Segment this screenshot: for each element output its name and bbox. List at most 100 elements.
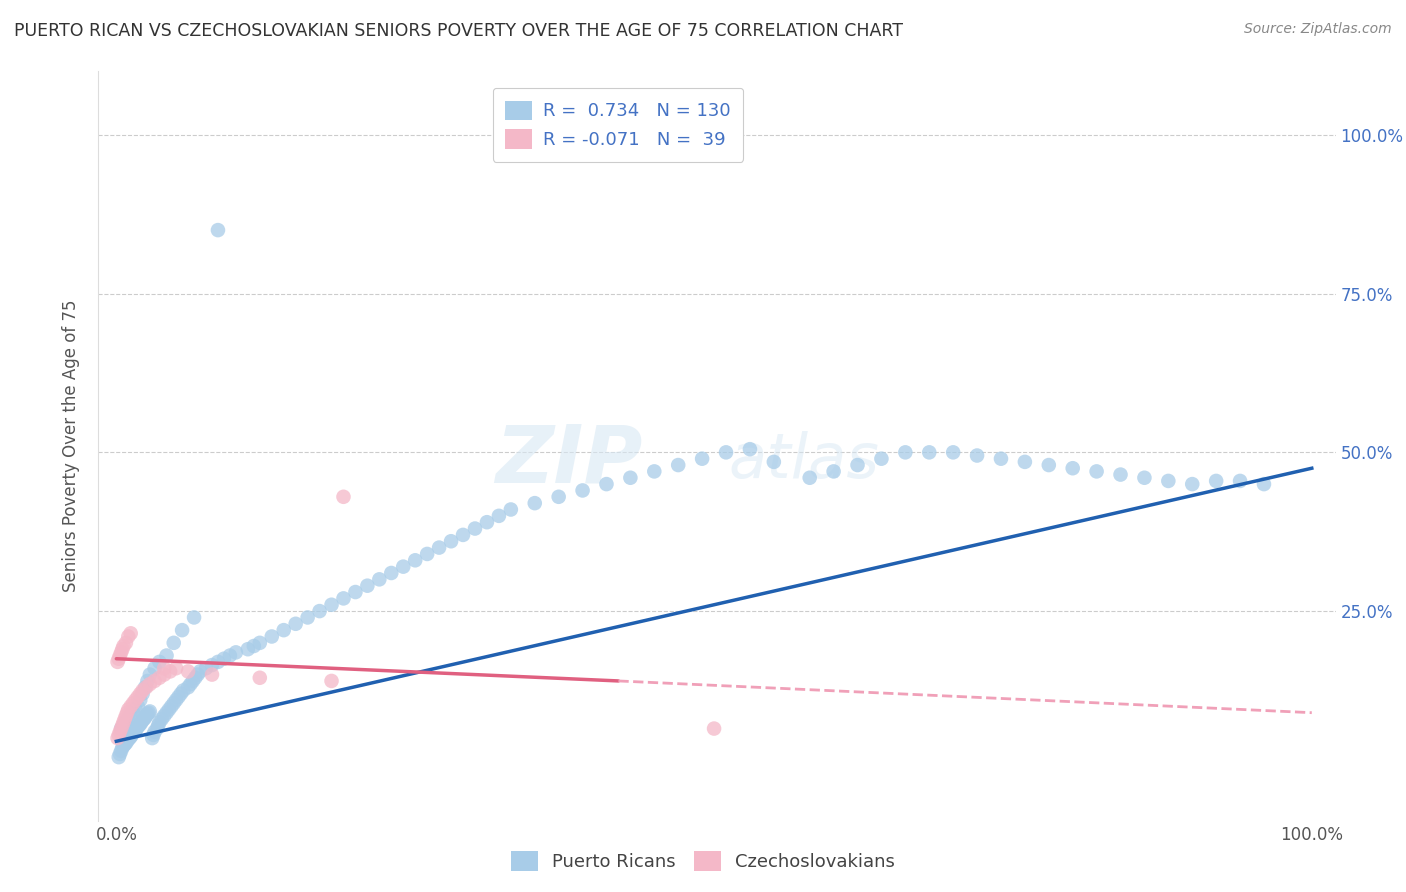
Point xyxy=(643,464,665,478)
Point xyxy=(120,626,142,640)
Point xyxy=(762,455,785,469)
Point xyxy=(1253,477,1275,491)
Point xyxy=(115,636,138,650)
Point xyxy=(120,699,142,714)
Point xyxy=(966,449,988,463)
Point xyxy=(475,515,498,529)
Point xyxy=(155,648,177,663)
Point xyxy=(332,591,354,606)
Point xyxy=(344,585,367,599)
Point xyxy=(243,639,266,653)
Point xyxy=(163,636,186,650)
Point xyxy=(114,738,136,752)
Point xyxy=(148,671,170,685)
Point xyxy=(131,683,153,698)
Point xyxy=(488,508,510,523)
Point xyxy=(451,528,474,542)
Text: Source: ZipAtlas.com: Source: ZipAtlas.com xyxy=(1244,22,1392,37)
Point xyxy=(163,696,186,710)
Point xyxy=(115,715,138,730)
Point xyxy=(115,706,138,720)
Point xyxy=(110,722,132,736)
Point xyxy=(111,740,134,755)
Point xyxy=(153,661,176,675)
Point xyxy=(440,534,463,549)
Point xyxy=(120,709,142,723)
Point xyxy=(187,667,209,681)
Point xyxy=(107,750,129,764)
Point xyxy=(368,572,391,586)
Point xyxy=(117,712,139,726)
Point xyxy=(918,445,941,459)
Point xyxy=(666,458,689,472)
Point xyxy=(148,655,170,669)
Point xyxy=(1085,464,1108,478)
Point xyxy=(165,661,187,675)
Point xyxy=(143,724,166,739)
Point xyxy=(155,706,177,720)
Point xyxy=(124,693,146,707)
Point xyxy=(141,731,163,745)
Point xyxy=(115,734,138,748)
Point xyxy=(131,715,153,730)
Point xyxy=(212,651,235,665)
Point xyxy=(107,651,129,665)
Point xyxy=(273,623,295,637)
Point xyxy=(117,702,139,716)
Point xyxy=(110,722,132,736)
Point xyxy=(118,731,141,745)
Point xyxy=(135,681,157,695)
Point xyxy=(207,655,229,669)
Point xyxy=(179,677,201,691)
Point xyxy=(150,712,173,726)
Point xyxy=(143,661,166,675)
Point xyxy=(142,728,165,742)
Point xyxy=(122,706,145,720)
Point xyxy=(404,553,426,567)
Point xyxy=(172,623,194,637)
Point xyxy=(1205,474,1227,488)
Point xyxy=(120,730,142,744)
Point xyxy=(159,665,181,679)
Point xyxy=(870,451,893,466)
Point xyxy=(122,726,145,740)
Point xyxy=(547,490,569,504)
Point xyxy=(1157,474,1180,488)
Point xyxy=(114,712,136,726)
Point xyxy=(260,630,283,644)
Point xyxy=(124,724,146,739)
Point xyxy=(115,736,138,750)
Point xyxy=(690,451,713,466)
Point xyxy=(128,718,150,732)
Point xyxy=(121,728,143,742)
Point xyxy=(181,673,204,688)
Legend: R =  0.734   N = 130, R = -0.071   N =  39: R = 0.734 N = 130, R = -0.071 N = 39 xyxy=(492,88,744,162)
Point xyxy=(107,731,129,745)
Point xyxy=(108,648,131,663)
Point xyxy=(1109,467,1132,482)
Point xyxy=(127,699,149,714)
Point xyxy=(112,639,135,653)
Point xyxy=(108,747,131,761)
Point xyxy=(201,658,224,673)
Point xyxy=(112,718,135,732)
Point xyxy=(153,667,176,681)
Text: ZIP: ZIP xyxy=(495,422,643,500)
Point xyxy=(380,566,402,580)
Point xyxy=(321,673,343,688)
Point xyxy=(284,616,307,631)
Text: PUERTO RICAN VS CZECHOSLOVAKIAN SENIORS POVERTY OVER THE AGE OF 75 CORRELATION C: PUERTO RICAN VS CZECHOSLOVAKIAN SENIORS … xyxy=(14,22,903,40)
Point xyxy=(942,445,965,459)
Point xyxy=(823,464,845,478)
Point xyxy=(1229,474,1251,488)
Point xyxy=(714,445,737,459)
Point xyxy=(117,732,139,747)
Point xyxy=(183,610,205,624)
Point xyxy=(595,477,617,491)
Point xyxy=(356,579,378,593)
Point xyxy=(297,610,319,624)
Point xyxy=(499,502,522,516)
Point xyxy=(136,706,159,721)
Point xyxy=(124,702,146,716)
Point xyxy=(124,723,146,738)
